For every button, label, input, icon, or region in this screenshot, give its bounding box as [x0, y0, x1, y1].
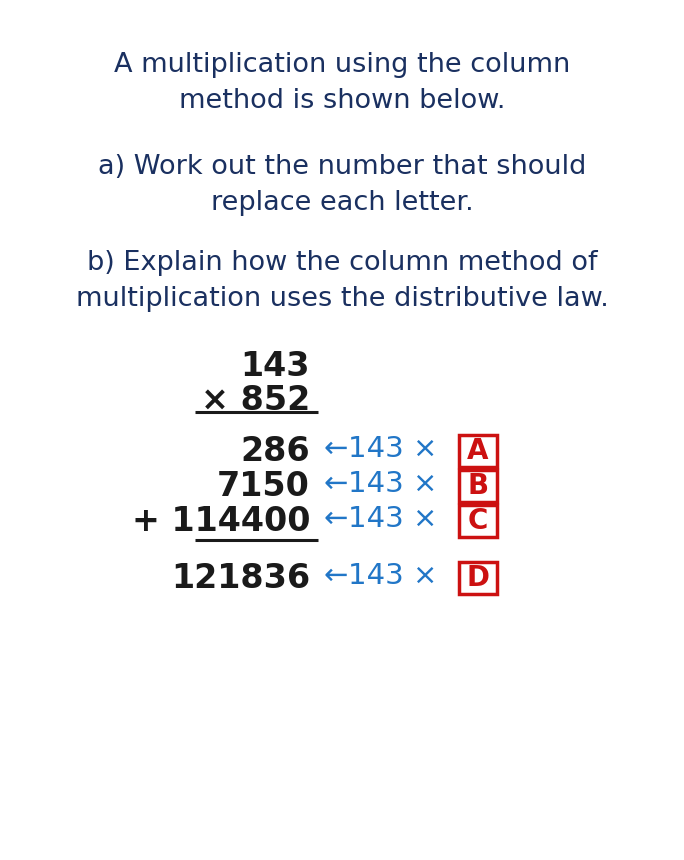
- Text: ←: ←: [324, 505, 348, 533]
- Text: 7150: 7150: [217, 470, 310, 503]
- Text: A: A: [467, 437, 489, 465]
- Text: ←: ←: [324, 562, 348, 590]
- Text: × 852: × 852: [200, 384, 310, 417]
- Text: 121836: 121836: [171, 562, 310, 595]
- Text: a) Work out the number that should
replace each letter.: a) Work out the number that should repla…: [98, 154, 586, 216]
- FancyBboxPatch shape: [459, 435, 497, 467]
- Text: 143 ×: 143 ×: [348, 435, 437, 463]
- Text: ←: ←: [324, 470, 348, 498]
- Text: 143 ×: 143 ×: [348, 470, 437, 498]
- Text: b) Explain how the column method of
multiplication uses the distributive law.: b) Explain how the column method of mult…: [76, 250, 608, 312]
- FancyBboxPatch shape: [459, 562, 497, 594]
- Text: A multiplication using the column
method is shown below.: A multiplication using the column method…: [114, 52, 570, 114]
- Text: B: B: [467, 472, 488, 500]
- Text: 143 ×: 143 ×: [348, 505, 437, 533]
- Text: D: D: [466, 564, 490, 592]
- Text: 143: 143: [241, 350, 310, 383]
- Text: C: C: [468, 507, 488, 535]
- Text: + 114400: + 114400: [131, 505, 310, 538]
- Text: ←: ←: [324, 435, 348, 463]
- FancyBboxPatch shape: [459, 470, 497, 502]
- FancyBboxPatch shape: [459, 505, 497, 537]
- Text: 143 ×: 143 ×: [348, 562, 437, 590]
- Text: 286: 286: [240, 435, 310, 468]
